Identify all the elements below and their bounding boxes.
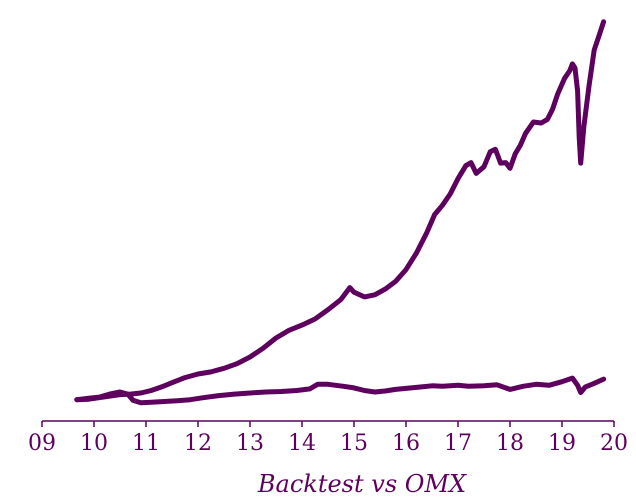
x-tick-label: 10	[80, 431, 108, 456]
x-tick-label: 12	[184, 431, 212, 456]
x-tick-label: 19	[548, 431, 576, 456]
x-tick-label: 14	[288, 431, 316, 456]
x-tick-label: 18	[496, 431, 524, 456]
chart-title: Backtest vs OMX	[257, 470, 467, 498]
series-line-1	[74, 19, 607, 403]
x-tick-label: 09	[28, 431, 56, 456]
x-tick-label: 20	[600, 431, 628, 456]
x-tick-label: 11	[132, 431, 160, 456]
plot-area	[74, 19, 607, 406]
x-tick-label: 17	[444, 431, 472, 456]
x-tick-label: 15	[340, 431, 368, 456]
x-axis: 09 10 11 12 13 14 15 16 17 18 19 20	[28, 420, 628, 456]
x-tick-label: 16	[392, 431, 420, 456]
x-tick-label: 13	[236, 431, 264, 456]
series-line-2	[74, 375, 607, 406]
